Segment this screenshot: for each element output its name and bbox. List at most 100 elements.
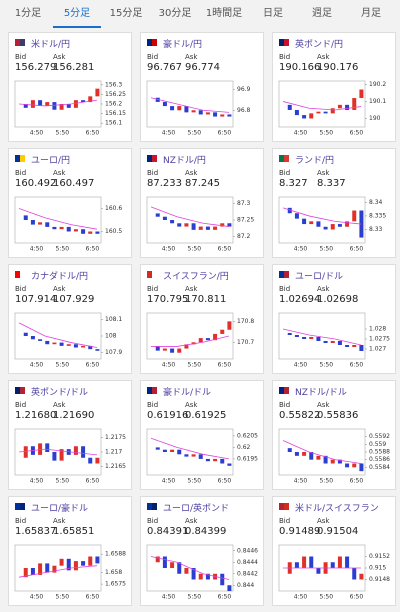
rate-card[interactable]: ユーロ/円 Bid Ask 160.492 160.497 160.6 160.5 4:50 5… bbox=[8, 148, 132, 258]
rate-card[interactable]: 米ドル/円 Bid Ask 156.279 156.281 156.3 156.25 156.… bbox=[8, 32, 132, 142]
ask-value: 0.61925 bbox=[185, 410, 227, 421]
candle bbox=[45, 222, 50, 227]
x-tick-label: 6:50 bbox=[218, 362, 232, 369]
ask-value: 107.929 bbox=[53, 294, 95, 305]
moving-average bbox=[151, 335, 230, 347]
candle bbox=[198, 454, 203, 459]
candle bbox=[170, 449, 175, 452]
moving-average bbox=[282, 101, 362, 111]
tab[interactable]: 15分足 bbox=[109, 8, 143, 19]
rate-card[interactable]: カナダドル/円 Bid Ask 107.914 107.929 108.1 108 107.9… bbox=[8, 264, 132, 374]
rate-card[interactable]: ユーロ/豪ドル Bid Ask 1.65837 1.65851 1.6588 1.658 1.… bbox=[8, 496, 132, 606]
candle bbox=[345, 345, 350, 347]
x-tick-label: 5:50 bbox=[56, 130, 70, 137]
candle bbox=[38, 100, 43, 106]
ask-label: Ask bbox=[53, 401, 66, 409]
rate-card[interactable]: スイスフラン/円 Bid Ask 170.795 170.811 170.8 170.7 4:… bbox=[140, 264, 264, 374]
x-tick-label: 4:50 bbox=[30, 362, 44, 369]
tab[interactable]: 1時間足 bbox=[205, 8, 243, 19]
candle bbox=[359, 345, 364, 351]
ask-value: 0.84399 bbox=[185, 526, 227, 537]
candle bbox=[337, 459, 342, 464]
candle bbox=[162, 449, 167, 452]
x-tick-label: 6:50 bbox=[86, 130, 100, 137]
candle bbox=[170, 562, 175, 568]
candle bbox=[302, 452, 307, 456]
candle bbox=[294, 562, 299, 568]
flag bbox=[147, 271, 157, 278]
candle bbox=[191, 568, 196, 580]
x-tick-label: 6:50 bbox=[218, 594, 232, 601]
tab[interactable]: 日足 bbox=[263, 8, 283, 19]
ask-label: Ask bbox=[53, 169, 66, 177]
tab[interactable]: 30分足 bbox=[158, 8, 192, 19]
candle bbox=[213, 333, 218, 341]
pair-title: NZドル/円 bbox=[163, 156, 206, 166]
tab[interactable]: 1分足 bbox=[14, 8, 42, 19]
rate-card[interactable]: 豪ドル/円 Bid Ask 96.767 96.774 96.9 96.8 4:50 5:50 6… bbox=[140, 32, 264, 142]
candle bbox=[323, 226, 328, 230]
bid-label: Bid bbox=[15, 285, 27, 293]
rate-card[interactable]: 米ドル/スイスフラン Bid Ask 0.91489 0.91504 0.9152 0.91… bbox=[272, 496, 396, 606]
candle bbox=[198, 110, 203, 115]
tab[interactable]: 5分足 bbox=[53, 0, 101, 28]
x-tick-label: 4:50 bbox=[162, 130, 176, 137]
rate-card[interactable]: NZドル/円 Bid Ask 87.233 87.245 87.3 87.25 87.2 4:5… bbox=[140, 148, 264, 258]
bid-label: Bid bbox=[15, 401, 27, 409]
candle bbox=[316, 568, 321, 574]
candle bbox=[309, 556, 314, 568]
x-tick-label: 4:50 bbox=[294, 594, 308, 601]
candle bbox=[205, 226, 210, 230]
candle bbox=[81, 229, 86, 234]
y-tick-label: 0.8442 bbox=[237, 570, 258, 577]
bid-value: 1.02694 bbox=[279, 294, 321, 305]
candle bbox=[66, 104, 71, 108]
ask-value: 1.21690 bbox=[53, 410, 95, 421]
candle bbox=[23, 104, 28, 108]
candle bbox=[287, 104, 292, 110]
rate-card[interactable]: 英ポンド/円 Bid Ask 190.166 190.176 190.2 190.1 190 4… bbox=[272, 32, 396, 142]
y-tick-label: 1.6588 bbox=[105, 551, 126, 558]
y-tick-label: 87.25 bbox=[237, 217, 254, 224]
rate-card[interactable]: NZドル/ドル Bid Ask 0.55822 0.55836 0.5592 0.559 0.… bbox=[272, 380, 396, 490]
candle bbox=[330, 108, 335, 114]
bid-label: Bid bbox=[279, 53, 291, 61]
mini-chart: 87.3 87.25 87.2 4:50 5:50 6:50 bbox=[146, 196, 254, 253]
mini-chart: 0.9152 0.915 0.9148 4:50 5:50 6:50 bbox=[278, 544, 390, 601]
candle bbox=[227, 463, 232, 466]
candle bbox=[323, 455, 328, 464]
y-tick-label: 8.34 bbox=[369, 199, 383, 206]
ask-value: 0.55836 bbox=[317, 410, 359, 421]
x-tick-label: 6:50 bbox=[86, 362, 100, 369]
plot-frame bbox=[278, 196, 366, 244]
flag bbox=[279, 155, 289, 162]
x-tick-label: 4:50 bbox=[30, 246, 44, 253]
candle bbox=[227, 585, 232, 591]
candle bbox=[23, 446, 28, 458]
moving-average bbox=[18, 99, 98, 107]
y-tick-label: 0.5588 bbox=[369, 449, 390, 456]
rate-card[interactable]: ユーロ/英ポンド Bid Ask 0.84391 0.84399 0.8446 0.8444… bbox=[140, 496, 264, 606]
bid-label: Bid bbox=[279, 517, 291, 525]
candle bbox=[177, 348, 182, 353]
candle bbox=[213, 226, 218, 230]
tab[interactable]: 週足 bbox=[312, 8, 332, 19]
rate-card[interactable]: 英ポンド/ドル Bid Ask 1.21680 1.21690 1.2175 1.217 1.… bbox=[8, 380, 132, 490]
flag bbox=[15, 503, 25, 510]
rate-card[interactable]: 豪ドル/ドル Bid Ask 0.61916 0.61925 0.6205 0.62 0.61… bbox=[140, 380, 264, 490]
y-tick-label: 1.658 bbox=[105, 569, 122, 576]
candle bbox=[294, 213, 299, 219]
candle bbox=[162, 101, 167, 107]
candle bbox=[38, 563, 43, 575]
x-tick-label: 4:50 bbox=[162, 594, 176, 601]
candle bbox=[81, 561, 86, 566]
candle bbox=[95, 349, 100, 351]
ask-label: Ask bbox=[317, 401, 330, 409]
rate-card[interactable]: ユーロ/ドル Bid Ask 1.02694 1.02698 1.028 1.0275 1.0… bbox=[272, 264, 396, 374]
mini-chart: 1.2175 1.217 1.2165 4:50 5:50 6:50 bbox=[14, 428, 126, 485]
rate-card[interactable]: ランド/円 Bid Ask 8.327 8.337 8.34 8.335 8.33 4:50 5:… bbox=[272, 148, 396, 258]
tab[interactable]: 月足 bbox=[361, 8, 381, 19]
candle bbox=[66, 344, 71, 346]
candle bbox=[170, 106, 175, 111]
